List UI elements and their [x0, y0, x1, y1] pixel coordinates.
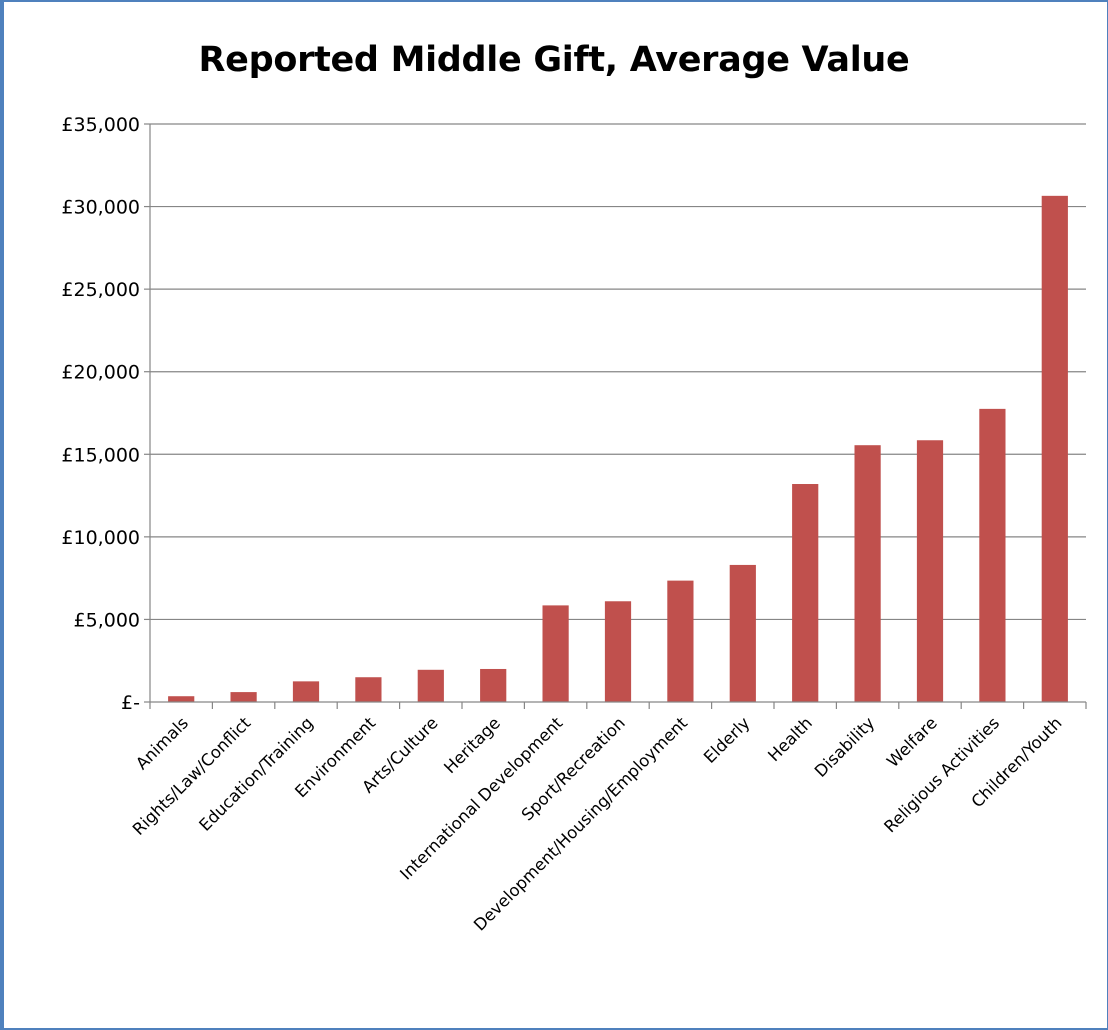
bars	[168, 196, 1068, 702]
y-tick-label: £20,000	[61, 362, 140, 384]
bar-sport-recreation	[605, 601, 631, 702]
x-category-labels: AnimalsRights/Law/ConflictEducation/Trai…	[129, 713, 1066, 935]
bar-elderly	[730, 565, 756, 702]
bar-education-training	[293, 681, 319, 702]
y-tick-labels: £- £5,000 £10,000 £15,000 £20,000 £25,000 £30,…	[61, 114, 140, 714]
bar-welfare	[917, 440, 943, 702]
bar-religious-activities	[979, 409, 1005, 702]
bar-children-youth	[1042, 196, 1068, 702]
bar-development-housing-employment	[667, 581, 693, 702]
bar-international-development	[542, 605, 568, 702]
y-tick-label: £5,000	[74, 609, 140, 631]
x-category-label: Rights/Law/Conflict	[129, 713, 255, 839]
y-tick-label: £-	[121, 692, 140, 714]
x-category-label: Disability	[811, 713, 879, 781]
y-tick-label: £35,000	[61, 114, 140, 136]
x-category-label: Health	[764, 713, 816, 765]
bar-animals	[168, 696, 194, 702]
x-category-label: Elderly	[700, 713, 754, 767]
bar-heritage	[480, 669, 506, 702]
x-category-label: Development/Housing/Employment	[470, 713, 692, 935]
y-tick-label: £10,000	[61, 527, 140, 549]
x-category-label: Heritage	[440, 713, 504, 777]
bar-disability	[854, 445, 880, 702]
x-category-label: Welfare	[883, 713, 941, 771]
bar-rights-law-conflict	[230, 692, 256, 702]
x-category-label: Sport/Recreation	[518, 713, 629, 824]
y-tick-label: £30,000	[61, 197, 140, 219]
y-tick-label: £15,000	[61, 444, 140, 466]
gridlines	[150, 124, 1086, 619]
x-category-label: Animals	[132, 713, 192, 773]
bar-arts-culture	[418, 670, 444, 702]
x-category-label: Education/Training	[195, 713, 316, 834]
x-category-label: Religious Activities	[880, 713, 1003, 836]
bar-health	[792, 484, 818, 702]
bar-environment	[355, 677, 381, 702]
y-tick-label: £25,000	[61, 279, 140, 301]
